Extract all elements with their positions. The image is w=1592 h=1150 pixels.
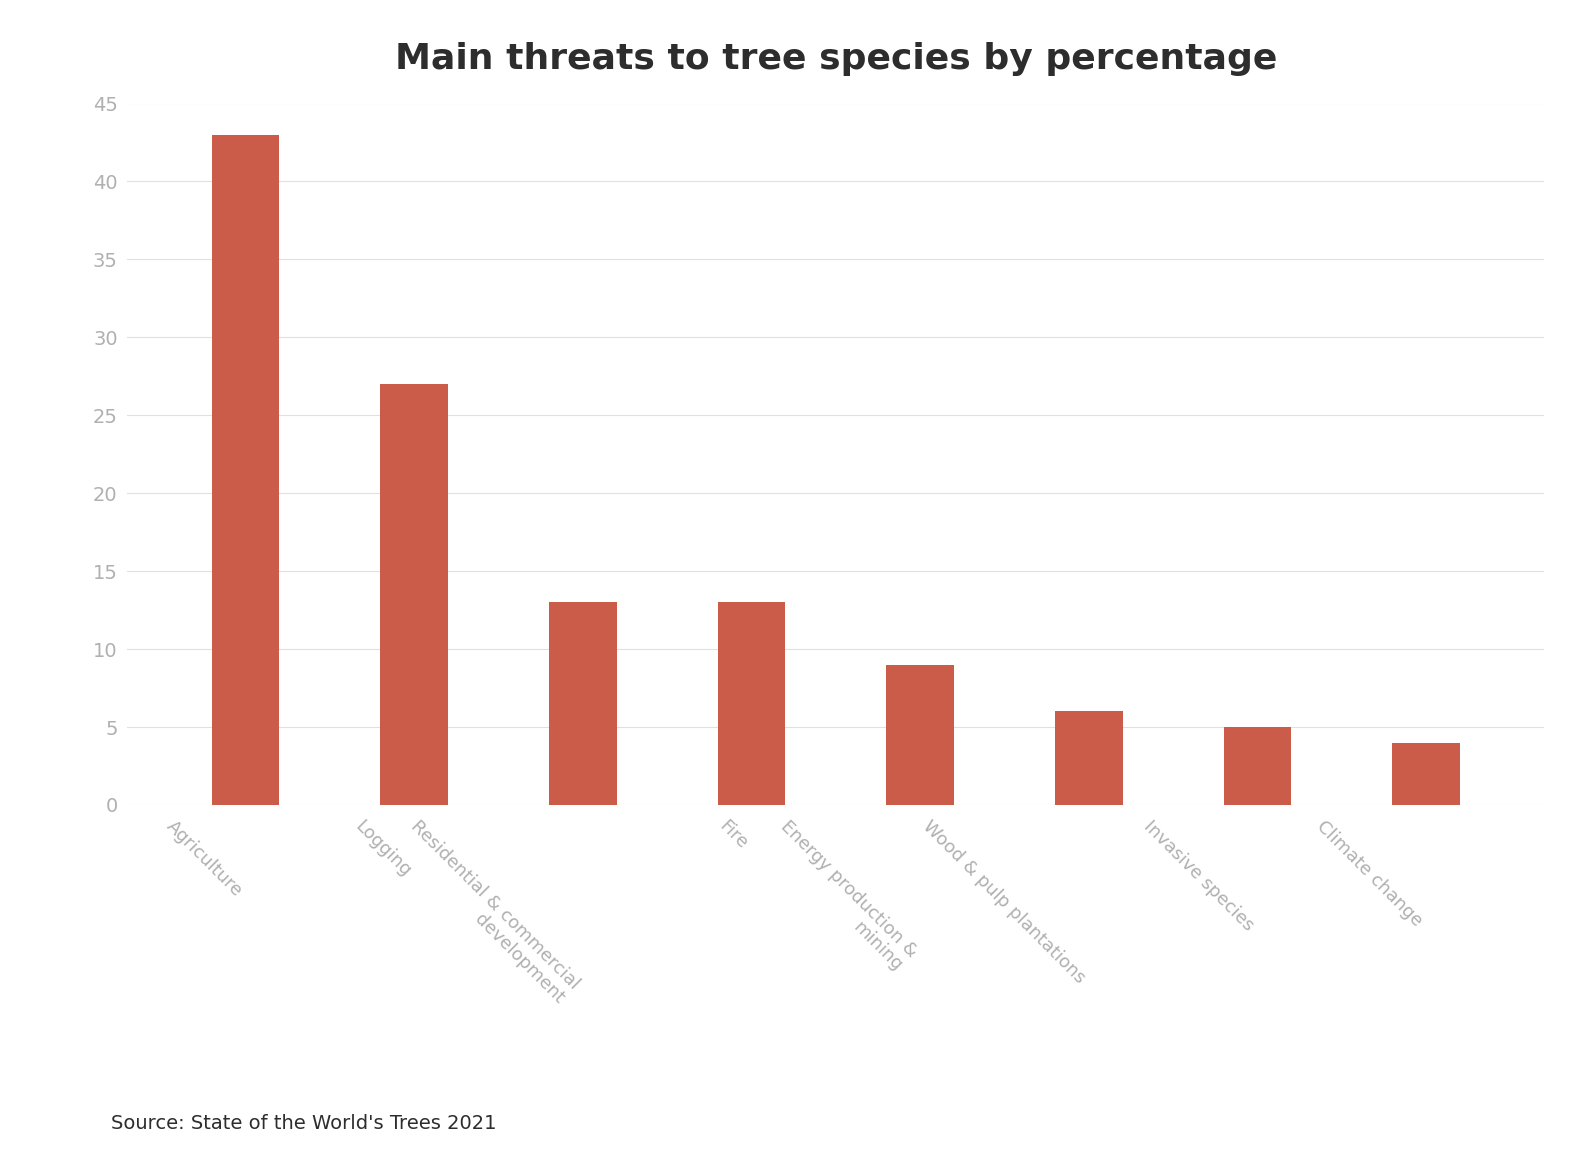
Bar [718, 603, 785, 805]
Title: Main threats to tree species by percentage: Main threats to tree species by percenta… [395, 41, 1277, 76]
Bar [380, 384, 447, 805]
Bar [1055, 712, 1122, 805]
Text: Source: State of the World's Trees 2021: Source: State of the World's Trees 2021 [111, 1113, 497, 1133]
Bar [1393, 743, 1460, 805]
Bar [887, 665, 954, 805]
Bar [212, 135, 279, 805]
Bar [549, 603, 616, 805]
Bar [1224, 727, 1291, 805]
